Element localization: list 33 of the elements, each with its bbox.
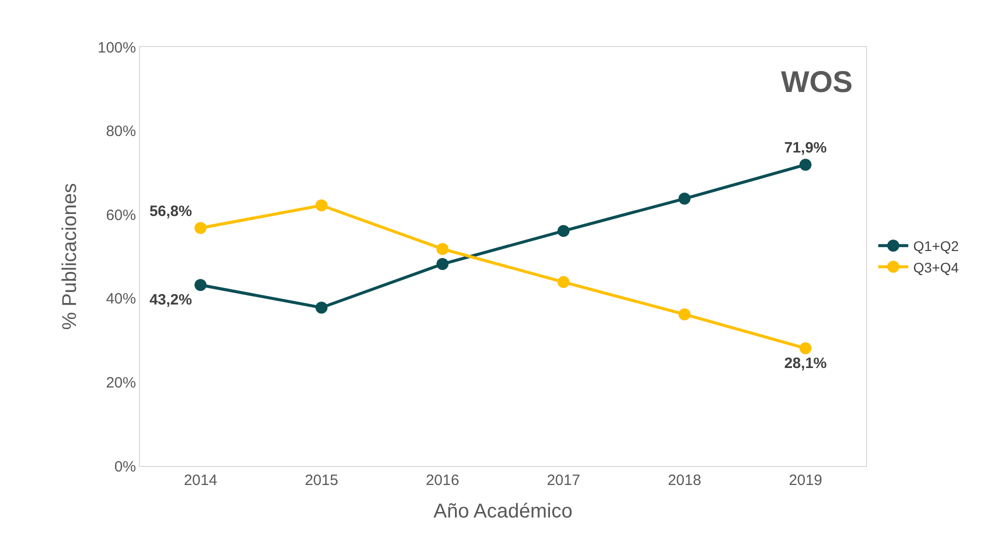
point [800, 342, 812, 354]
data-label: 56,8% [149, 202, 192, 220]
annotation: WOS [781, 66, 853, 99]
x-tick-label: 2019 [788, 472, 822, 489]
point [678, 308, 690, 320]
point [316, 199, 328, 212]
legend-label: Q3+Q4 [913, 259, 959, 276]
y-tick-label: 100% [98, 39, 136, 56]
x-tick-label: 2016 [426, 472, 460, 489]
x-tick-label: 2015 [304, 472, 338, 489]
point [194, 222, 206, 234]
data-label: 71,9% [784, 139, 827, 156]
x-tick-label: 2017 [546, 472, 580, 489]
y-tick-label: 60% [106, 206, 136, 224]
point [678, 192, 690, 205]
point [436, 258, 448, 270]
data-label: 43,2% [149, 292, 192, 309]
point [558, 224, 570, 237]
data-label: 28,1% [784, 355, 827, 372]
y-axis-title: % Publicaciones [59, 183, 82, 330]
point [316, 302, 328, 314]
y-tick-label: 40% [106, 290, 136, 308]
point [436, 242, 448, 255]
point [800, 158, 812, 171]
y-tick-label: 0% [114, 458, 136, 476]
x-tick-label: 2014 [184, 472, 218, 489]
x-axis-title: Año Académico [434, 500, 572, 522]
point [194, 278, 206, 291]
y-tick-label: 20% [106, 374, 136, 392]
y-tick-label: 80% [106, 123, 136, 140]
point [558, 276, 570, 288]
x-tick-label: 2018 [668, 472, 702, 489]
legend-label: Q1+Q2 [913, 238, 959, 254]
